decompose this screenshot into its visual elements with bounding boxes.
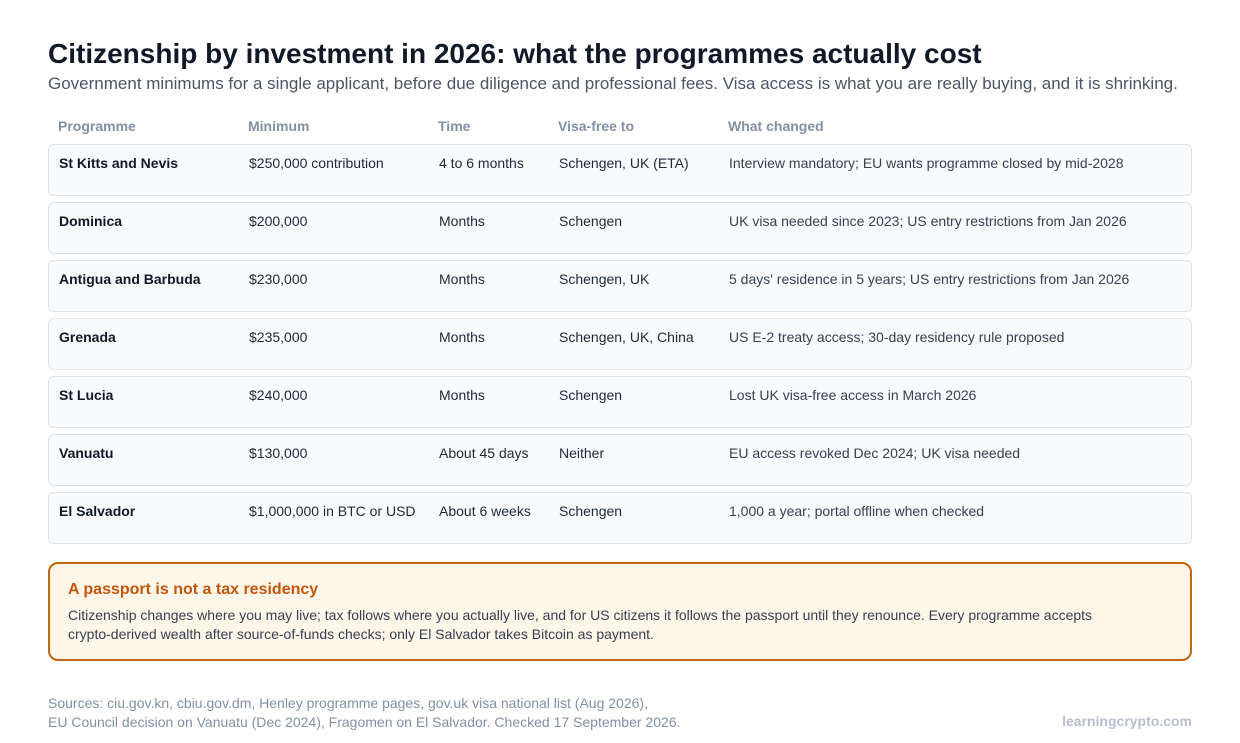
programme-cell: Grenada	[59, 329, 116, 345]
table-row: St Kitts and Nevis $250,000 contribution…	[48, 144, 1192, 196]
table-row: Vanuatu $130,000 About 45 days Neither E…	[48, 434, 1192, 486]
minimum-cell: $235,000	[249, 329, 308, 345]
table-row: El Salvador $1,000,000 in BTC or USD Abo…	[48, 492, 1192, 544]
minimum-cell: $200,000	[249, 213, 308, 229]
table-row: Dominica $200,000 Months Schengen UK vis…	[48, 202, 1192, 254]
minimum-cell: $250,000 contribution	[249, 155, 384, 171]
visa-free-cell: Schengen, UK, China	[559, 329, 694, 345]
column-header-programme: Programme	[58, 118, 136, 134]
programme-cell: St Kitts and Nevis	[59, 155, 179, 171]
what-changed-cell: US E-2 treaty access; 30-day residency r…	[729, 329, 1065, 345]
what-changed-cell: UK visa needed since 2023; US entry rest…	[729, 213, 1127, 229]
sources-line: Sources: ciu.gov.kn, cbiu.gov.dm, Henley…	[48, 695, 648, 711]
time-cell: Months	[439, 213, 485, 229]
sources-note: Sources: ciu.gov.kn, cbiu.gov.dm, Henley…	[48, 694, 680, 732]
time-cell: About 6 weeks	[439, 503, 531, 519]
visa-free-cell: Schengen	[559, 503, 623, 519]
visa-free-cell: Neither	[559, 445, 605, 461]
table-row: Antigua and Barbuda $230,000 Months Sche…	[48, 260, 1192, 312]
time-cell: 4 to 6 months	[439, 155, 524, 171]
time-cell: Months	[439, 387, 485, 403]
minimum-cell: $130,000	[249, 445, 308, 461]
column-header-visa-free: Visa-free to	[558, 118, 634, 134]
page-subtitle: Government minimums for a single applica…	[48, 74, 1178, 93]
what-changed-cell: EU access revoked Dec 2024; UK visa need…	[729, 445, 1021, 461]
tax-residency-callout: A passport is not a tax residency Citize…	[48, 562, 1192, 661]
visa-free-cell: Schengen	[559, 387, 623, 403]
column-header-time: Time	[438, 118, 471, 134]
programme-cell: Vanuatu	[59, 445, 114, 461]
column-header-minimum: Minimum	[248, 118, 310, 134]
brand-label: learningcrypto.com	[1062, 713, 1192, 729]
callout-title: A passport is not a tax residency	[68, 581, 319, 598]
what-changed-cell: 1,000 a year; portal offline when checke…	[729, 503, 985, 519]
what-changed-cell: Interview mandatory; EU wants programme …	[729, 155, 1124, 171]
visa-free-cell: Schengen, UK (ETA)	[559, 155, 689, 171]
visa-free-cell: Schengen, UK	[559, 271, 650, 287]
page-title: Citizenship by investment in 2026: what …	[48, 38, 982, 69]
time-cell: About 45 days	[439, 445, 529, 461]
programme-cell: St Lucia	[59, 387, 114, 403]
column-header-what-changed: What changed	[728, 118, 824, 134]
programme-cell: Antigua and Barbuda	[59, 271, 201, 287]
visa-free-cell: Schengen	[559, 213, 623, 229]
sources-line: EU Council decision on Vanuatu (Dec 2024…	[48, 714, 681, 730]
programme-table: St Kitts and Nevis $250,000 contribution…	[48, 144, 1192, 550]
programme-cell: Dominica	[59, 213, 123, 229]
table-header: Programme Minimum Time Visa-free to What…	[48, 118, 1192, 138]
table-row: St Lucia $240,000 Months Schengen Lost U…	[48, 376, 1192, 428]
what-changed-cell: 5 days' residence in 5 years; US entry r…	[729, 271, 1130, 287]
callout-body: Citizenship changes where you may live; …	[68, 607, 1093, 642]
minimum-cell: $240,000	[249, 387, 308, 403]
time-cell: Months	[439, 271, 485, 287]
programme-cell: El Salvador	[59, 503, 136, 519]
minimum-cell: $1,000,000 in BTC or USD	[249, 503, 416, 519]
minimum-cell: $230,000	[249, 271, 308, 287]
what-changed-cell: Lost UK visa-free access in March 2026	[729, 387, 977, 403]
time-cell: Months	[439, 329, 485, 345]
table-row: Grenada $235,000 Months Schengen, UK, Ch…	[48, 318, 1192, 370]
